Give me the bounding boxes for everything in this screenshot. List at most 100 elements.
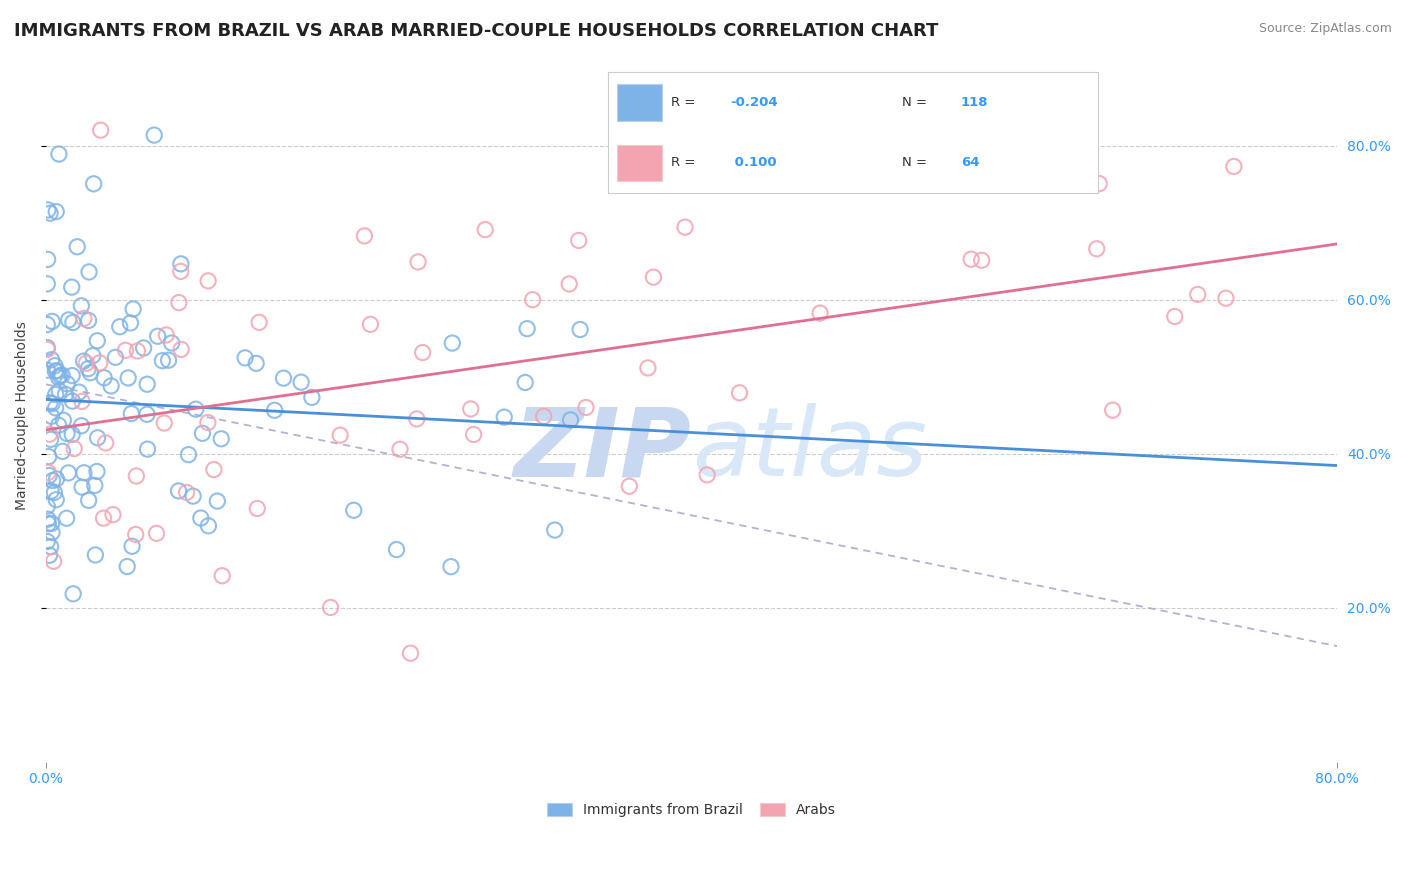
Point — [114, 343, 136, 358]
Point — [51, 444, 73, 458]
Point — [197, 416, 219, 430]
Point — [122, 301, 145, 316]
Point — [898, 177, 921, 191]
Point — [44, 364, 66, 378]
Point — [143, 128, 166, 142]
Point — [72, 354, 94, 368]
Point — [385, 542, 408, 557]
Point — [49, 368, 72, 383]
Point — [1088, 177, 1111, 191]
Point — [84, 548, 107, 562]
Point — [83, 478, 105, 492]
Point — [516, 321, 538, 335]
Point — [38, 450, 60, 464]
Point — [120, 407, 142, 421]
Point — [60, 280, 83, 294]
Point — [38, 468, 60, 483]
Point — [48, 147, 70, 161]
Point — [83, 177, 105, 191]
Point — [441, 336, 464, 351]
Point — [157, 353, 180, 368]
Point — [125, 527, 148, 541]
Point — [406, 255, 429, 269]
Point — [41, 409, 63, 424]
Point — [120, 316, 142, 330]
Point — [108, 319, 131, 334]
Point — [77, 493, 100, 508]
Point — [39, 395, 62, 409]
Point — [494, 410, 516, 425]
Point — [197, 274, 219, 288]
Point — [56, 376, 79, 391]
Point — [544, 523, 567, 537]
Point — [155, 327, 177, 342]
Point — [1223, 160, 1246, 174]
Point — [619, 479, 641, 493]
Point — [696, 467, 718, 482]
Point — [246, 501, 269, 516]
Point — [79, 366, 101, 380]
Point — [136, 442, 159, 457]
Point — [970, 253, 993, 268]
Point — [643, 270, 665, 285]
Point — [60, 394, 83, 409]
Point — [45, 472, 67, 486]
Point — [100, 379, 122, 393]
Point — [247, 315, 270, 329]
Point — [41, 314, 63, 328]
Point — [673, 220, 696, 235]
Point — [70, 480, 93, 494]
Point — [177, 448, 200, 462]
Point — [37, 516, 59, 531]
Legend: Immigrants from Brazil, Arabs: Immigrants from Brazil, Arabs — [540, 796, 842, 824]
Point — [41, 474, 63, 488]
Point — [89, 356, 111, 370]
Point — [94, 436, 117, 450]
Point — [399, 646, 422, 660]
Point — [37, 466, 59, 480]
Point — [1187, 287, 1209, 301]
Point — [190, 511, 212, 525]
Point — [104, 351, 127, 365]
Point — [170, 264, 193, 278]
Point — [273, 371, 295, 385]
Point — [46, 364, 69, 378]
Point — [1164, 310, 1187, 324]
Point — [58, 466, 80, 480]
Point — [77, 265, 100, 279]
Point — [38, 427, 60, 442]
Point — [41, 516, 63, 531]
Point — [41, 352, 63, 367]
Point — [37, 252, 59, 267]
Point — [405, 412, 427, 426]
Point — [153, 416, 176, 430]
Point — [558, 277, 581, 291]
Point — [146, 329, 169, 343]
Point — [301, 390, 323, 404]
Point — [353, 228, 375, 243]
Point — [522, 293, 544, 307]
Point — [1085, 242, 1108, 256]
Text: atlas: atlas — [692, 403, 927, 496]
Point — [211, 568, 233, 582]
Point — [48, 370, 70, 384]
Point — [37, 500, 59, 514]
Point — [75, 356, 97, 370]
Point — [150, 353, 173, 368]
Point — [145, 526, 167, 541]
Point — [343, 503, 366, 517]
Point — [70, 418, 93, 433]
Point — [1215, 291, 1237, 305]
Point — [44, 485, 66, 500]
Point — [58, 313, 80, 327]
Point — [48, 418, 70, 433]
Point — [41, 525, 63, 540]
Point — [63, 442, 86, 456]
Point — [127, 343, 149, 358]
Point — [39, 433, 62, 447]
Point — [60, 368, 83, 383]
Point — [67, 385, 90, 400]
Point — [45, 401, 67, 415]
Point — [93, 511, 115, 525]
Point — [60, 427, 83, 442]
